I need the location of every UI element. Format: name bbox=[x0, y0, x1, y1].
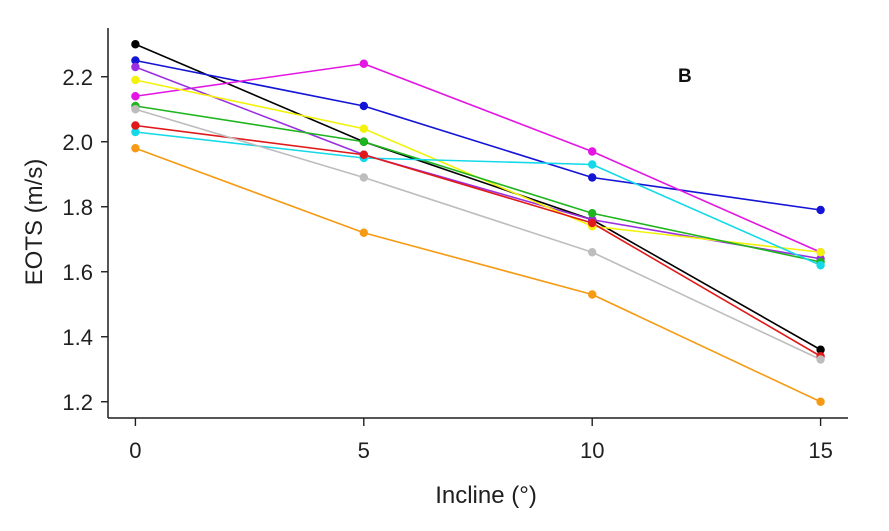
series-layer bbox=[131, 40, 825, 406]
y-tick-label: 2.0 bbox=[62, 130, 93, 155]
data-point-red bbox=[587, 218, 597, 228]
data-point-blue bbox=[359, 101, 369, 111]
data-point-purple bbox=[131, 62, 140, 72]
data-point-orange bbox=[359, 228, 369, 237]
y-tick-label: 1.2 bbox=[62, 390, 93, 415]
data-point-gray bbox=[816, 355, 825, 364]
data-point-gray bbox=[587, 248, 597, 257]
data-point-black bbox=[131, 40, 140, 49]
data-point-gray bbox=[359, 173, 369, 182]
data-point-magenta bbox=[359, 59, 369, 68]
data-point-magenta bbox=[131, 92, 140, 101]
data-point-orange bbox=[816, 397, 825, 406]
series-line-magenta bbox=[134, 62, 822, 254]
x-tick-label: 15 bbox=[808, 438, 832, 463]
data-point-blue bbox=[816, 205, 825, 215]
y-tick-label: 1.6 bbox=[62, 260, 93, 285]
y-tick-label: 1.8 bbox=[62, 195, 93, 220]
series-line-purple bbox=[134, 66, 822, 260]
data-point-yellow bbox=[816, 248, 825, 257]
y-axis-title: EOTS (m/s) bbox=[21, 159, 48, 286]
data-point-yellow bbox=[131, 75, 140, 85]
data-point-yellow bbox=[359, 124, 369, 133]
data-point-magenta bbox=[587, 147, 597, 156]
series-line-gray bbox=[134, 108, 822, 361]
data-point-red bbox=[131, 121, 140, 130]
series-line-orange bbox=[134, 147, 822, 403]
panel-label: B bbox=[678, 66, 692, 87]
series-line-green bbox=[134, 105, 822, 263]
series-line-black bbox=[134, 43, 822, 351]
x-tick-label: 0 bbox=[129, 438, 141, 463]
x-tick-label: 5 bbox=[358, 438, 370, 463]
data-point-green bbox=[359, 137, 369, 146]
data-point-red bbox=[359, 150, 369, 159]
x-axis-title: Incline (°) bbox=[435, 482, 537, 509]
y-tick-label: 2.2 bbox=[62, 65, 93, 90]
axes: 1.2 1.4 1.6 1.8 2.0 2.2 0 5 10 15 bbox=[62, 28, 848, 463]
x-tick-label: 10 bbox=[580, 438, 604, 463]
data-point-orange bbox=[587, 290, 597, 299]
series-line-red bbox=[134, 124, 822, 358]
series-line-blue bbox=[134, 59, 822, 211]
data-point-blue bbox=[587, 173, 597, 182]
y-tick-label: 1.4 bbox=[62, 325, 93, 350]
series-line-cyan bbox=[134, 131, 822, 267]
data-point-gray bbox=[131, 105, 140, 114]
data-point-cyan bbox=[587, 160, 597, 169]
data-point-green bbox=[587, 209, 597, 218]
data-point-orange bbox=[131, 144, 140, 153]
data-point-cyan bbox=[816, 261, 825, 270]
